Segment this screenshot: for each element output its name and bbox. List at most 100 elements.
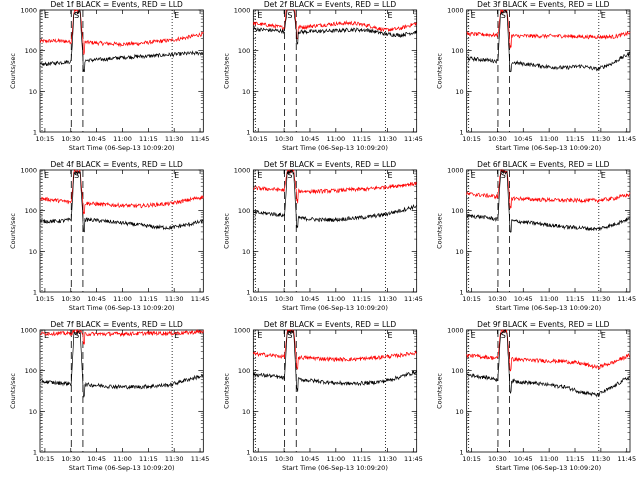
x-tick-label: 10:15 [36,135,55,143]
y-tick-label: 10 [29,248,37,256]
x-axis-label: Start Time (06-Sep-13 10:09:20) [495,464,601,472]
x-tick-label: 11:00 [326,295,345,303]
panel-title: Det 5f BLACK = Events, RED = LLD [264,160,397,169]
panel-title: Det 7f BLACK = Events, RED = LLD [51,320,184,329]
y-tick-label: 100 [25,367,37,375]
x-tick-label: 11:15 [139,455,158,463]
lld-series-line [39,328,204,345]
y-tick-label: 100 [238,207,250,215]
plot-frame [39,9,204,133]
y-axis-label: Counts/sec [222,213,230,249]
x-tick-label: 11:00 [113,135,132,143]
y-tick-label: 1000 [234,327,251,335]
panel-title: Det 1f BLACK = Events, RED = LLD [51,0,184,9]
panel-title: Det 9f BLACK = Events, RED = LLD [477,320,610,329]
events-series-line [466,168,631,233]
x-tick-label: 10:15 [462,135,481,143]
x-tick-label: 10:45 [301,135,320,143]
x-tick-label: 11:00 [540,455,559,463]
lld-series-line [252,328,417,371]
x-tick-label: 11:00 [326,455,345,463]
marker-s: S [287,11,292,20]
detector-panel-8: Det 8f BLACK = Events, RED = LLD 1 10 100 10… [222,320,422,472]
marker-s: S [74,11,79,20]
y-tick-label: 1 [460,289,464,297]
x-tick-label: 11:45 [191,135,210,143]
y-tick-label: 1 [246,129,250,137]
plot-frame [252,329,418,453]
y-tick-label: 1 [460,129,464,137]
plot-frame [39,169,204,293]
y-tick-label: 1000 [447,327,464,335]
x-tick-label: 10:15 [462,295,481,303]
y-tick-label: 10 [29,88,37,96]
detector-panel-7: Det 7f BLACK = Events, RED = LLD 1 10 100 10… [9,320,209,472]
x-tick-label: 11:30 [165,135,184,143]
x-tick-label: 10:30 [61,295,80,303]
events-series-line [466,328,631,398]
events-series-line [39,330,204,398]
x-tick-label: 11:45 [617,295,636,303]
marker-e-right: E [174,331,179,340]
lld-series-line [39,168,204,215]
detector-panel-3: Det 3f BLACK = Events, RED = LLD 1 10 100 10… [436,0,636,152]
marker-e-left: E [257,11,262,20]
x-tick-label: 11:00 [113,455,132,463]
x-tick-label: 11:00 [540,135,559,143]
marker-e-left: E [471,171,476,180]
events-series-line [252,329,418,392]
x-tick-label: 11:30 [165,295,184,303]
events-series-line [39,170,204,233]
detector-panel-2: Det 2f BLACK = Events, RED = LLD 1 10 100 10… [222,0,422,152]
marker-e-right: E [387,171,392,180]
events-series-line [253,9,418,45]
marker-s: S [74,171,79,180]
x-tick-label: 10:30 [488,135,507,143]
x-tick-label: 11:15 [352,455,371,463]
x-tick-label: 10:30 [275,455,294,463]
panel-title: Det 2f BLACK = Events, RED = LLD [264,0,397,9]
x-tick-label: 10:45 [87,455,106,463]
x-tick-label: 10:30 [488,295,507,303]
lld-series-line [466,168,631,209]
x-tick-label: 10:15 [462,455,481,463]
x-tick-label: 10:30 [61,135,80,143]
plot-frame [252,9,418,133]
x-axis-label: Start Time (06-Sep-13 10:09:20) [282,464,388,472]
x-tick-label: 10:30 [488,455,507,463]
x-tick-label: 10:15 [249,295,268,303]
x-tick-label: 11:45 [191,295,210,303]
plot-frame [466,329,631,453]
marker-e-right: E [387,11,392,20]
x-axis-label: Start Time (06-Sep-13 10:09:20) [495,144,601,152]
y-axis-label: Counts/sec [436,53,444,89]
x-tick-label: 11:15 [566,455,585,463]
panel-title: Det 6f BLACK = Events, RED = LLD [477,160,610,169]
x-tick-label: 11:30 [378,135,397,143]
y-axis-label: Counts/sec [436,213,444,249]
x-tick-label: 11:00 [326,135,345,143]
y-tick-label: 1 [33,449,37,457]
marker-s: S [287,171,292,180]
y-tick-label: 10 [455,248,463,256]
x-tick-label: 11:00 [540,295,559,303]
detector-panel-4: Det 4f BLACK = Events, RED = LLD 1 10 100 10… [9,160,209,312]
marker-e-right: E [601,331,606,340]
x-tick-label: 11:15 [566,135,585,143]
panel-title: Det 3f BLACK = Events, RED = LLD [477,0,610,9]
x-axis-label: Start Time (06-Sep-13 10:09:20) [282,304,388,312]
x-axis-label: Start Time (06-Sep-13 10:09:20) [69,464,175,472]
x-tick-label: 10:45 [87,135,106,143]
x-tick-label: 11:45 [404,295,423,303]
x-tick-label: 11:45 [617,455,636,463]
x-tick-label: 11:30 [165,455,184,463]
marker-e-right: E [387,331,392,340]
x-tick-label: 10:45 [301,295,320,303]
y-tick-label: 1000 [20,7,37,15]
y-tick-label: 10 [455,88,463,96]
y-tick-label: 100 [25,47,37,55]
marker-e-right: E [601,11,606,20]
x-tick-label: 11:15 [139,295,158,303]
x-tick-label: 11:15 [566,295,585,303]
